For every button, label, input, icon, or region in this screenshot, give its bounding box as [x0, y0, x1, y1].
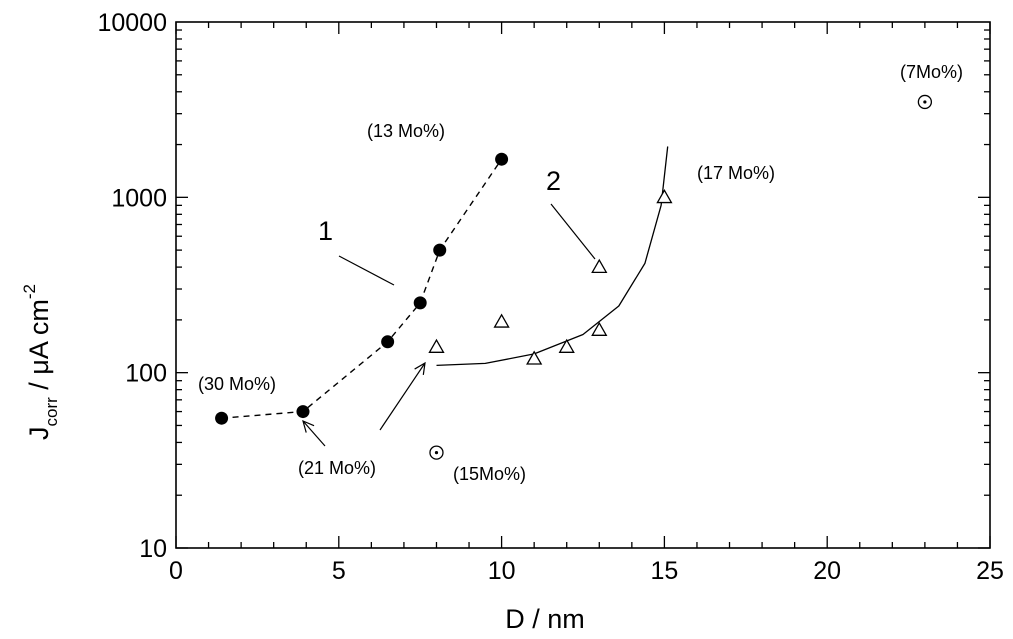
filled-circle-point — [381, 335, 395, 349]
open-triangle-point — [656, 189, 673, 204]
x-tick-label: 20 — [813, 557, 841, 585]
y-label-sub: corr — [42, 397, 61, 427]
axes — [175, 21, 991, 549]
series-2-fit-curve — [436, 146, 669, 367]
annotation-label: (7Mo%) — [900, 62, 963, 82]
y-tick-label: 10000 — [97, 9, 167, 37]
x-axis-label: D / nm — [505, 604, 585, 634]
x-tick-label: 15 — [650, 557, 678, 585]
annotation-label: (15Mo%) — [453, 464, 526, 484]
y-tick-label: 100 — [125, 360, 167, 388]
series-lines — [221, 146, 669, 447]
pointer-line-curve-1 — [338, 255, 395, 286]
annotation-label: (17 Mo%) — [697, 163, 775, 183]
x-tick-label: 10 — [488, 557, 516, 585]
open-triangle-point — [591, 321, 608, 336]
y-tick-label: 1000 — [111, 184, 167, 212]
x-tick-label: 0 — [169, 557, 183, 585]
y-axis-label-text: Jcorr / μA cm-2 — [20, 284, 61, 440]
y-tick-label: 10 — [139, 535, 167, 563]
dotted-circle-center — [923, 100, 927, 104]
open-triangle-point — [428, 338, 445, 353]
y-axis-label: Jcorr / μA cm-2 — [20, 284, 61, 440]
x-tick-label: 25 — [976, 557, 1004, 585]
open-triangle-point — [558, 338, 575, 353]
annotations: (13 Mo%) (17 Mo%) (7Mo%) (30 Mo%) (21 Mo%) (1… — [198, 62, 963, 484]
y-label-main: J — [24, 426, 54, 440]
arrow-21mo — [302, 420, 326, 447]
annotation-label: 1 — [318, 216, 333, 246]
filled-circle-point — [495, 152, 509, 166]
y-label-rest: / μA cm — [24, 299, 54, 397]
annotation-label: (30 Mo%) — [198, 374, 276, 394]
filled-circle-point — [215, 411, 229, 425]
annotation-label: (21 Mo%) — [298, 458, 376, 478]
annotation-label: 2 — [546, 166, 561, 196]
x-ticks: 0 5 10 15 20 25 — [169, 22, 1004, 585]
filled-circle-point — [296, 405, 310, 419]
open-triangle-point — [591, 258, 608, 274]
y-ticks: 10 100 1000 10000 — [97, 9, 990, 563]
series-1-dashed-line — [221, 158, 503, 419]
arrowhead-21mo — [302, 419, 315, 433]
open-triangle-point — [493, 313, 510, 328]
arrowhead-15mo — [414, 361, 426, 375]
annotation-label: (13 Mo%) — [367, 121, 445, 141]
y-label-sup: -2 — [20, 284, 39, 299]
open-triangle-point — [526, 350, 543, 365]
data-marks — [215, 94, 933, 460]
dotted-circle-center — [434, 451, 439, 455]
plot-frame — [175, 21, 991, 549]
arrow-15mo — [379, 362, 426, 431]
filled-circle-point — [413, 296, 427, 310]
pointer-line-curve-2 — [550, 203, 596, 260]
x-tick-label: 5 — [332, 557, 346, 585]
filled-circle-point — [433, 243, 447, 257]
